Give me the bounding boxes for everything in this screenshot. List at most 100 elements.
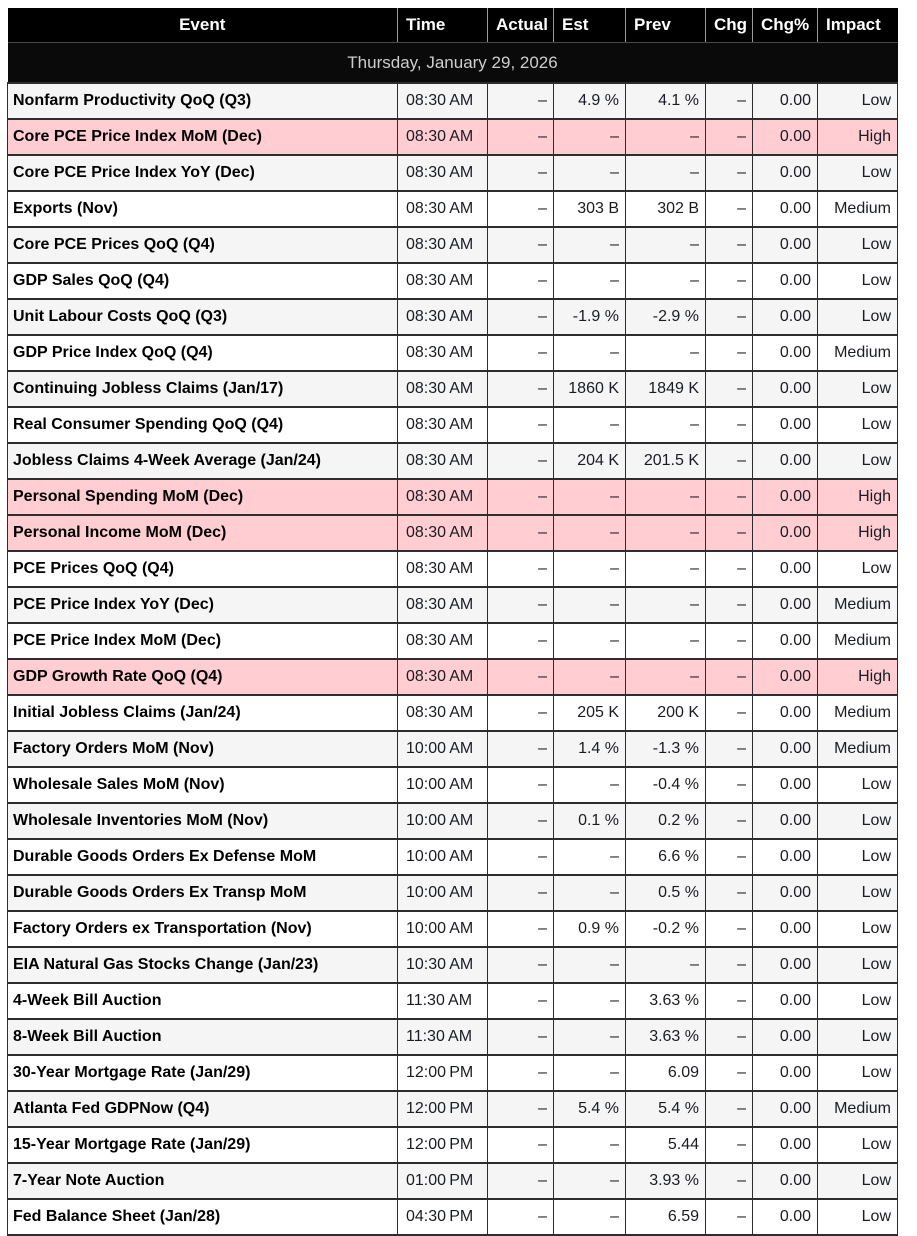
chg-cell: – xyxy=(705,442,753,480)
est-cell: 5.4 % xyxy=(553,1090,626,1128)
calendar-rows: Nonfarm Productivity QoQ (Q3) 08:30 AM –4.… xyxy=(7,82,898,1236)
est-cell: – xyxy=(553,478,626,516)
prev-cell: -0.2 % xyxy=(625,910,706,948)
impact-cell: Low xyxy=(817,298,898,336)
actual-cell: – xyxy=(487,730,554,768)
prev-cell: – xyxy=(625,154,706,192)
prev-cell: – xyxy=(625,226,706,264)
event-row: GDP Sales QoQ (Q4) 08:30 AM – – – –0.00 Low xyxy=(7,262,898,300)
est-cell: – xyxy=(553,946,626,984)
event-cell: GDP Growth Rate QoQ (Q4) xyxy=(7,658,398,696)
impact-cell: Low xyxy=(817,550,898,588)
event-cell: Factory Orders ex Transportation (Nov) xyxy=(7,910,398,948)
chg_pct-cell: 0.00 xyxy=(752,802,818,840)
event-cell: Core PCE Prices QoQ (Q4) xyxy=(7,226,398,264)
event-cell: Wholesale Inventories MoM (Nov) xyxy=(7,802,398,840)
chg-cell: – xyxy=(705,118,753,156)
prev-cell: 6.59 xyxy=(625,1198,706,1236)
time-cell: 08:30 AM xyxy=(397,298,488,336)
event-row: PCE Prices QoQ (Q4) 08:30 AM – – – –0.00 Low xyxy=(7,550,898,588)
est-cell: 4.9 % xyxy=(553,82,626,120)
event-row: Durable Goods Orders Ex Defense MoM 10:00… xyxy=(7,838,898,876)
actual-cell: – xyxy=(487,154,554,192)
column-header-chg_pct: Chg% xyxy=(752,8,818,43)
chg-cell: – xyxy=(705,550,753,588)
event-cell: Initial Jobless Claims (Jan/24) xyxy=(7,694,398,732)
event-row: Personal Spending MoM (Dec) 08:30 AM – – – –0… xyxy=(7,478,898,516)
impact-cell: Low xyxy=(817,406,898,444)
est-cell: 205 K xyxy=(553,694,626,732)
est-cell: – xyxy=(553,406,626,444)
chg_pct-cell: 0.00 xyxy=(752,946,818,984)
est-cell: – xyxy=(553,1018,626,1056)
est-cell: – xyxy=(553,1162,626,1200)
event-cell: Real Consumer Spending QoQ (Q4) xyxy=(7,406,398,444)
chg_pct-cell: 0.00 xyxy=(752,874,818,912)
chg-cell: – xyxy=(705,370,753,408)
chg-cell: – xyxy=(705,226,753,264)
chg-cell: – xyxy=(705,406,753,444)
actual-cell: – xyxy=(487,334,554,372)
impact-cell: Medium xyxy=(817,622,898,660)
event-cell: Exports (Nov) xyxy=(7,190,398,228)
impact-cell: Low xyxy=(817,1126,898,1164)
time-cell: 08:30 AM xyxy=(397,478,488,516)
impact-cell: Low xyxy=(817,1054,898,1092)
event-cell: Atlanta Fed GDPNow (Q4) xyxy=(7,1090,398,1128)
chg_pct-cell: 0.00 xyxy=(752,1090,818,1128)
actual-cell: – xyxy=(487,262,554,300)
prev-cell: 1849 K xyxy=(625,370,706,408)
est-cell: – xyxy=(553,154,626,192)
chg-cell: – xyxy=(705,1018,753,1056)
chg-cell: – xyxy=(705,262,753,300)
time-cell: 11:30 AM xyxy=(397,1018,488,1056)
impact-cell: High xyxy=(817,658,898,696)
event-cell: Durable Goods Orders Ex Transp MoM xyxy=(7,874,398,912)
actual-cell: – xyxy=(487,982,554,1020)
event-row: Initial Jobless Claims (Jan/24) 08:30 AM –… xyxy=(7,694,898,732)
impact-cell: Medium xyxy=(817,586,898,624)
time-cell: 10:30 AM xyxy=(397,946,488,984)
chg-cell: – xyxy=(705,730,753,768)
est-cell: – xyxy=(553,1198,626,1236)
event-cell: PCE Prices QoQ (Q4) xyxy=(7,550,398,588)
est-cell: – xyxy=(553,658,626,696)
est-cell: -1.9 % xyxy=(553,298,626,336)
event-cell: 8-Week Bill Auction xyxy=(7,1018,398,1056)
chg_pct-cell: 0.00 xyxy=(752,766,818,804)
impact-cell: Medium xyxy=(817,1090,898,1128)
event-cell: Continuing Jobless Claims (Jan/17) xyxy=(7,370,398,408)
chg_pct-cell: 0.00 xyxy=(752,694,818,732)
event-row: Durable Goods Orders Ex Transp MoM 10:00 … xyxy=(7,874,898,912)
prev-cell: -0.4 % xyxy=(625,766,706,804)
chg-cell: – xyxy=(705,946,753,984)
event-row: Jobless Claims 4-Week Average (Jan/24) 08… xyxy=(7,442,898,480)
impact-cell: Low xyxy=(817,1162,898,1200)
event-cell: Personal Spending MoM (Dec) xyxy=(7,478,398,516)
est-cell: 1860 K xyxy=(553,370,626,408)
actual-cell: – xyxy=(487,910,554,948)
chg_pct-cell: 0.00 xyxy=(752,1054,818,1092)
chg_pct-cell: 0.00 xyxy=(752,838,818,876)
chg_pct-cell: 0.00 xyxy=(752,226,818,264)
event-row: Wholesale Inventories MoM (Nov) 10:00 AM –… xyxy=(7,802,898,840)
chg-cell: – xyxy=(705,766,753,804)
actual-cell: – xyxy=(487,370,554,408)
event-row: Core PCE Prices QoQ (Q4) 08:30 AM – – – –0.00… xyxy=(7,226,898,264)
chg-cell: – xyxy=(705,154,753,192)
prev-cell: – xyxy=(625,334,706,372)
time-cell: 08:30 AM xyxy=(397,118,488,156)
event-cell: 15-Year Mortgage Rate (Jan/29) xyxy=(7,1126,398,1164)
date-header: Thursday, January 29, 2026 xyxy=(7,42,898,84)
actual-cell: – xyxy=(487,874,554,912)
actual-cell: – xyxy=(487,946,554,984)
impact-cell: Low xyxy=(817,226,898,264)
chg-cell: – xyxy=(705,910,753,948)
time-cell: 08:30 AM xyxy=(397,550,488,588)
chg_pct-cell: 0.00 xyxy=(752,622,818,660)
time-cell: 08:30 AM xyxy=(397,586,488,624)
est-cell: – xyxy=(553,874,626,912)
actual-cell: – xyxy=(487,118,554,156)
impact-cell: Low xyxy=(817,1198,898,1236)
event-row: Atlanta Fed GDPNow (Q4) 12:00 PM –5.4 % 5.4… xyxy=(7,1090,898,1128)
